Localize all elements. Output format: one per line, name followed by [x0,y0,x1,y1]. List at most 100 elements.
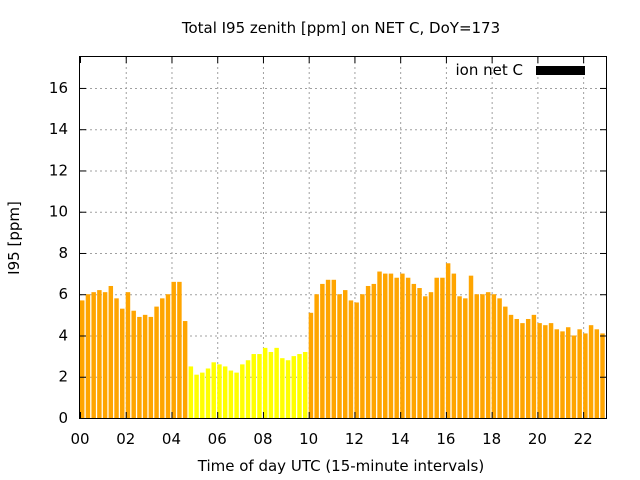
bar [565,327,571,418]
bar [548,323,554,418]
bar [280,358,285,418]
bar [514,318,519,418]
bar [102,292,108,418]
bar [274,347,279,418]
bar [97,290,102,418]
bar [85,294,91,418]
bar [434,277,439,418]
bar [480,294,485,418]
bar [194,374,199,418]
bar [331,279,337,418]
bar [80,300,85,418]
bar [240,364,245,418]
bar [314,294,319,418]
bar [257,354,262,418]
bar [325,279,331,418]
bar [297,354,302,418]
bar [320,283,325,418]
bar [411,283,417,418]
bar [108,285,114,418]
bar [154,306,159,418]
bar [417,288,422,418]
bar [245,360,251,418]
bar [474,294,479,418]
bar [125,292,131,418]
y-tick-label: 4 [58,326,68,344]
bar [588,325,594,418]
bar [188,366,194,418]
x-tick-label: 18 [482,430,501,448]
bar [262,347,268,418]
x-tick-label: 00 [70,430,89,448]
bar [554,329,560,418]
bar [400,273,405,418]
y-tick-label: 0 [58,409,68,427]
bar [394,277,399,418]
bar [445,263,451,418]
bar [354,302,359,418]
x-tick-label: 10 [299,430,318,448]
x-tick-label: 14 [391,430,410,448]
bar [468,275,474,418]
y-tick-label: 14 [49,120,68,138]
bar [142,314,148,418]
bar [583,333,588,418]
y-tick-label: 16 [49,79,68,97]
bar [348,300,354,418]
bar [251,354,256,418]
bar [343,290,348,418]
y-tick-label: 2 [58,368,68,386]
x-tick-label: 20 [528,430,547,448]
bar [497,298,502,418]
bar [405,277,411,418]
bar [200,372,205,418]
bar [520,323,525,418]
y-axis-label: I95 [ppm] [5,201,23,275]
bar [594,329,600,418]
bar [365,285,371,418]
bar [291,356,297,418]
bar [543,325,548,418]
legend: ion net C [456,61,585,79]
bar [217,364,222,418]
bar [525,318,531,418]
legend-swatch [536,66,585,75]
bar [491,294,497,418]
y-tick-label: 12 [49,161,68,179]
bar [211,362,216,418]
bar [560,331,565,418]
legend-label: ion net C [456,61,523,79]
bar [485,292,491,418]
bar [302,351,308,418]
bar [160,298,165,418]
bar [360,294,365,418]
bar [137,316,142,418]
bar [182,321,188,418]
x-tick-label: 16 [436,430,455,448]
x-tick-label: 22 [574,430,593,448]
bar [508,314,514,418]
x-axis-label: Time of day UTC (15-minute intervals) [197,457,484,475]
y-tick-label: 8 [58,244,68,262]
bar [285,360,291,418]
bar [308,312,314,418]
bar [171,281,176,418]
bar [148,316,154,418]
bar [91,292,96,418]
y-tick-label: 10 [49,203,68,221]
bar [177,281,182,418]
bar [337,294,342,418]
bar [383,273,388,418]
plot-frame [79,56,607,419]
x-tick-label: 08 [253,430,272,448]
bar [537,323,542,418]
bar [131,310,136,418]
bar [503,306,508,418]
bar [222,366,228,418]
bar [165,294,171,418]
x-tick-label: 02 [116,430,135,448]
bar [428,292,434,418]
bar [577,329,582,418]
